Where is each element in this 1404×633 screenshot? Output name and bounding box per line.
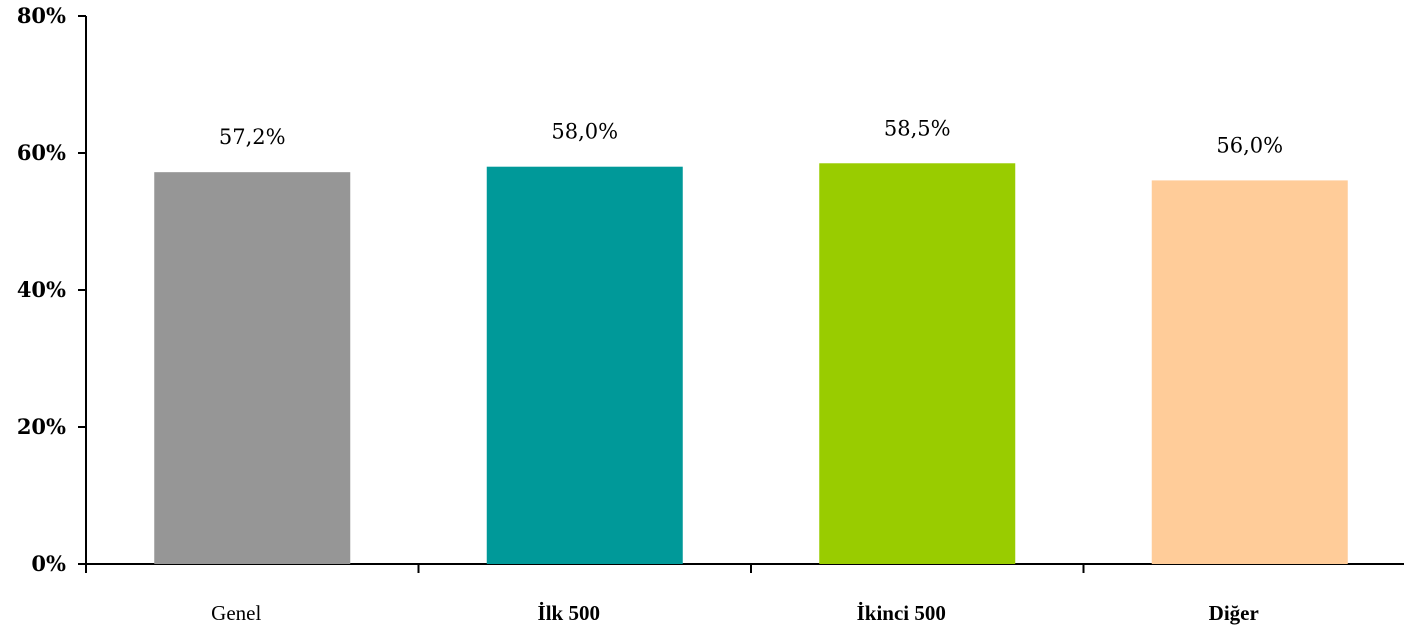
category-label: Diğer xyxy=(1209,601,1259,625)
y-tick-label: 80% xyxy=(17,3,66,28)
y-tick-label: 20% xyxy=(17,414,66,439)
category-labels: Genel İlk 500 İkinci 500 Diğer xyxy=(211,601,1259,625)
bar xyxy=(819,163,1016,564)
y-tick-label: 0% xyxy=(31,551,66,576)
bar xyxy=(1151,180,1348,564)
data-label: 57,2% xyxy=(219,125,286,149)
bar xyxy=(154,172,351,564)
category-label: Genel xyxy=(211,601,261,625)
bar xyxy=(486,166,683,564)
bars xyxy=(154,163,1348,564)
y-tick-label: 60% xyxy=(17,140,66,165)
category-label: İkinci 500 xyxy=(857,601,946,625)
y-axis-ticks: 0% 20% 40% 60% 80% xyxy=(17,3,86,576)
x-axis-ticks xyxy=(85,564,1085,573)
data-label: 56,0% xyxy=(1216,133,1283,157)
category-label: İlk 500 xyxy=(538,601,600,625)
y-tick-label: 40% xyxy=(17,277,66,302)
data-label: 58,0% xyxy=(551,120,618,144)
data-labels: 57,2% 58,0% 58,5% 56,0% xyxy=(219,116,1283,157)
data-label: 58,5% xyxy=(884,116,951,140)
